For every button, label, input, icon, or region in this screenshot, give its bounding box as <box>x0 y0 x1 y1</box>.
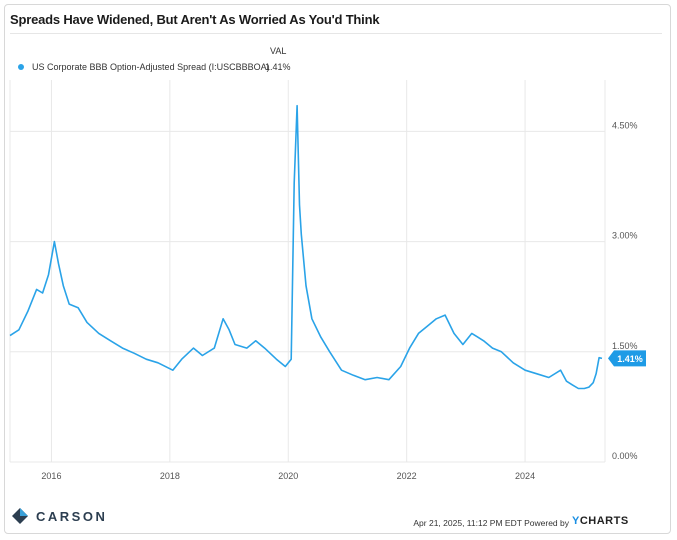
x-tick-label: 2020 <box>278 471 298 481</box>
chart-title: Spreads Have Widened, But Aren't As Worr… <box>10 12 380 27</box>
y-tick-label: 1.50% <box>612 341 638 351</box>
ycharts-logo-text: CHARTS <box>579 515 629 527</box>
x-tick-label: 2022 <box>397 471 417 481</box>
legend-entry[interactable]: US Corporate BBB Option-Adjusted Spread … <box>18 62 270 72</box>
legend-series-dot <box>18 64 24 70</box>
chart-card <box>4 4 671 534</box>
carson-logo-icon <box>12 508 28 524</box>
x-tick-label: 2016 <box>41 471 61 481</box>
x-tick-label: 2018 <box>160 471 180 481</box>
current-value-label: 1.41% <box>617 354 643 364</box>
series-line <box>9 104 603 390</box>
title-divider <box>10 33 662 34</box>
x-tick-label: 2024 <box>515 471 535 481</box>
carson-brand: CARSON <box>12 506 107 526</box>
y-tick-label: 3.00% <box>612 231 638 241</box>
y-tick-label: 4.50% <box>612 120 638 130</box>
y-tick-label: 0.00% <box>612 451 638 461</box>
carson-logo-text: CARSON <box>36 508 108 524</box>
legend-value-header: VAL <box>270 46 287 56</box>
ycharts-logo-y: Y <box>572 515 580 527</box>
current-value-badge <box>608 350 646 367</box>
legend-series-name: US Corporate BBB Option-Adjusted Spread … <box>32 62 270 72</box>
ycharts-logo[interactable]: YCHARTS <box>572 515 629 527</box>
footer-timestamp: Apr 21, 2025, 11:12 PM EDT Powered by <box>413 518 569 528</box>
legend-series-value: 1.41% <box>265 62 291 72</box>
